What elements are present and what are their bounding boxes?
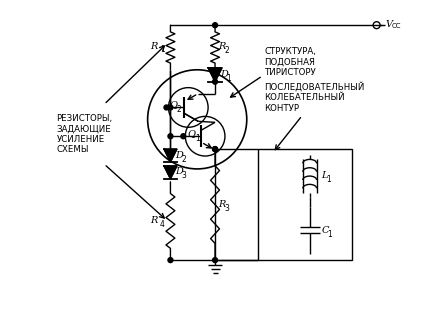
Text: 2: 2 — [225, 47, 230, 56]
Text: 1: 1 — [195, 134, 200, 143]
Bar — [258, 149, 352, 260]
Polygon shape — [164, 166, 177, 179]
Circle shape — [213, 79, 217, 84]
Circle shape — [213, 147, 217, 152]
Circle shape — [213, 147, 217, 152]
Circle shape — [181, 134, 186, 139]
Text: R: R — [150, 42, 157, 51]
Circle shape — [168, 105, 173, 110]
Text: D: D — [176, 151, 183, 160]
Text: 2: 2 — [177, 105, 182, 114]
Polygon shape — [164, 149, 177, 162]
Text: 3: 3 — [181, 171, 186, 180]
Text: 1: 1 — [226, 74, 231, 83]
Circle shape — [164, 105, 169, 110]
Text: R: R — [218, 42, 225, 51]
Text: 4: 4 — [160, 220, 164, 229]
Polygon shape — [208, 68, 222, 82]
Text: Q: Q — [169, 100, 177, 109]
Text: РЕЗИСТОРЫ,
ЗАДАЮЩИЕ
УСИЛЕНИЕ
СХЕМЫ: РЕЗИСТОРЫ, ЗАДАЮЩИЕ УСИЛЕНИЕ СХЕМЫ — [56, 114, 112, 154]
Text: D: D — [220, 70, 228, 79]
Circle shape — [168, 258, 173, 263]
Text: L: L — [321, 171, 328, 180]
Text: D: D — [176, 167, 183, 176]
Text: V: V — [385, 20, 392, 29]
Text: 1: 1 — [160, 46, 164, 55]
Circle shape — [213, 258, 217, 263]
Text: CC: CC — [392, 23, 401, 29]
Text: C: C — [321, 226, 329, 235]
Text: 1: 1 — [327, 175, 331, 184]
Circle shape — [168, 134, 173, 139]
Text: СТРУКТУРА,
ПОДОБНАЯ
ТИРИСТОРУ: СТРУКТУРА, ПОДОБНАЯ ТИРИСТОРУ — [265, 47, 317, 77]
Text: 2: 2 — [181, 154, 186, 164]
Text: 1: 1 — [328, 230, 333, 239]
Circle shape — [213, 23, 217, 28]
Text: R: R — [218, 200, 225, 209]
Text: R: R — [150, 217, 157, 226]
Text: Q: Q — [187, 129, 195, 138]
Text: ПОСЛЕДОВАТЕЛЬНЫЙ
КОЛЕБАТЕЛЬНЫЙ
КОНТУР: ПОСЛЕДОВАТЕЛЬНЫЙ КОЛЕБАТЕЛЬНЫЙ КОНТУР — [265, 82, 365, 113]
Text: 3: 3 — [224, 204, 229, 213]
